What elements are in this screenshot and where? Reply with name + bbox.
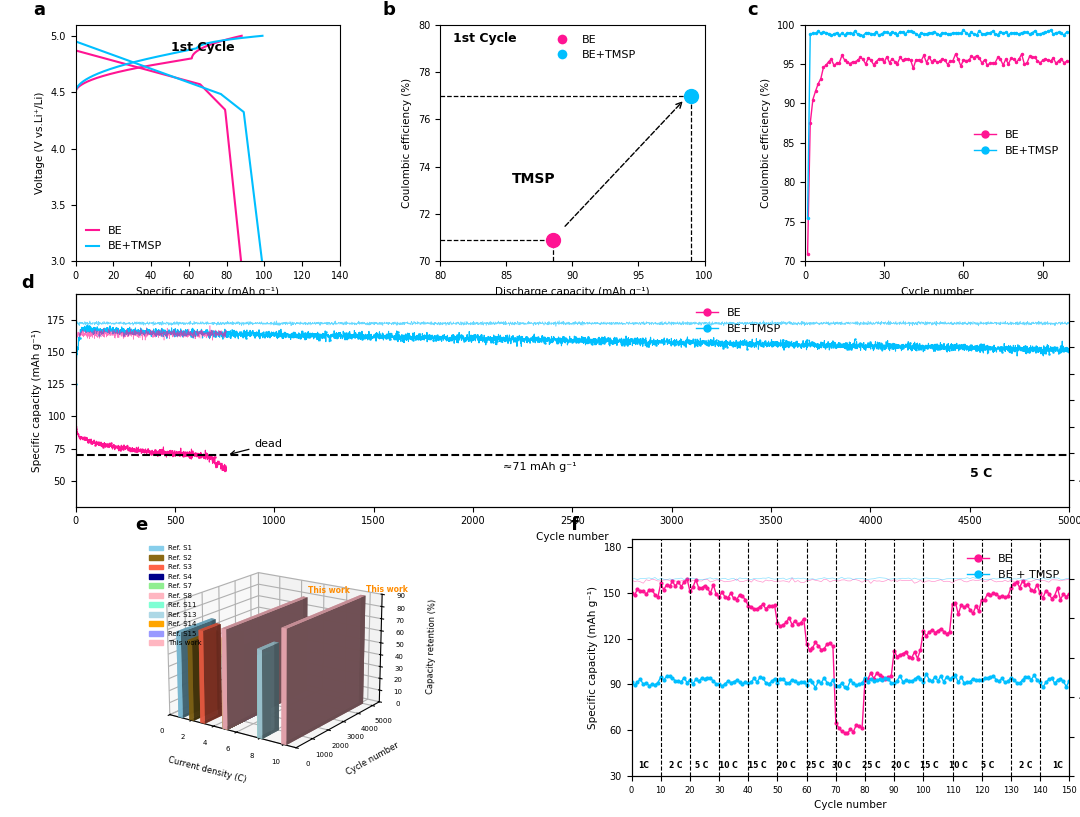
Legend: BE, BE+TMSP: BE, BE+TMSP xyxy=(970,126,1064,160)
Text: 25 C: 25 C xyxy=(862,761,880,770)
Text: 2 C: 2 C xyxy=(669,761,683,770)
X-axis label: Current density (C): Current density (C) xyxy=(167,756,247,785)
Text: 5 C: 5 C xyxy=(694,761,708,770)
Text: 2 C: 2 C xyxy=(1018,761,1032,770)
Y-axis label: Coulombic efficiency (%): Coulombic efficiency (%) xyxy=(761,78,771,208)
Text: 1st Cycle: 1st Cycle xyxy=(171,41,234,54)
Text: 15 C: 15 C xyxy=(920,761,939,770)
Text: 5 C: 5 C xyxy=(970,467,993,480)
Text: ≈71 mAh g⁻¹: ≈71 mAh g⁻¹ xyxy=(503,462,577,472)
Legend: BE, BE + TMSP: BE, BE + TMSP xyxy=(962,550,1064,584)
X-axis label: Discharge capacity (mAh g⁻¹): Discharge capacity (mAh g⁻¹) xyxy=(495,287,650,297)
Text: 5 C: 5 C xyxy=(981,761,995,770)
Y-axis label: Specific capacity (mAh g⁻¹): Specific capacity (mAh g⁻¹) xyxy=(588,586,598,730)
Y-axis label: Specific capacity (mAh g⁻¹): Specific capacity (mAh g⁻¹) xyxy=(31,328,42,472)
Legend: BE, BE+TMSP: BE, BE+TMSP xyxy=(546,30,640,65)
Y-axis label: Voltage (V vs.Li⁺/Li): Voltage (V vs.Li⁺/Li) xyxy=(35,92,45,194)
Text: 1C: 1C xyxy=(638,761,649,770)
Point xyxy=(544,234,562,247)
X-axis label: Cycle number: Cycle number xyxy=(814,801,887,810)
Text: a: a xyxy=(33,1,45,19)
Text: 10 C: 10 C xyxy=(718,761,738,770)
X-axis label: Specific capacity (mAh g⁻¹): Specific capacity (mAh g⁻¹) xyxy=(136,287,280,297)
Text: d: d xyxy=(21,274,33,292)
Text: 25 C: 25 C xyxy=(806,761,825,770)
Text: 30 C: 30 C xyxy=(833,761,851,770)
Legend: BE, BE+TMSP: BE, BE+TMSP xyxy=(691,304,785,338)
Text: dead: dead xyxy=(231,440,283,455)
Text: TMSP: TMSP xyxy=(512,172,555,186)
Text: f: f xyxy=(570,516,578,534)
Text: b: b xyxy=(382,1,395,19)
Point xyxy=(683,89,700,102)
Text: e: e xyxy=(135,516,148,534)
Y-axis label: Cycle number: Cycle number xyxy=(345,741,400,777)
Text: 10 C: 10 C xyxy=(949,761,968,770)
Text: 20 C: 20 C xyxy=(891,761,909,770)
Y-axis label: Coulombic efficiency (%): Coulombic efficiency (%) xyxy=(403,78,413,208)
Text: c: c xyxy=(746,1,757,19)
Legend: BE, BE+TMSP: BE, BE+TMSP xyxy=(81,221,166,256)
Text: 1st Cycle: 1st Cycle xyxy=(454,32,517,45)
Text: 15 C: 15 C xyxy=(747,761,767,770)
Text: 20 C: 20 C xyxy=(777,761,796,770)
Legend: Ref. S1, Ref. S2, Ref. S3, Ref. S4, Ref. S7, Ref. S8, Ref. S11, Ref. S13, Ref. S: Ref. S1, Ref. S2, Ref. S3, Ref. S4, Ref.… xyxy=(146,542,204,649)
Text: 1C: 1C xyxy=(1052,761,1063,770)
X-axis label: Cycle number: Cycle number xyxy=(536,532,609,542)
X-axis label: Cycle number: Cycle number xyxy=(901,287,973,297)
